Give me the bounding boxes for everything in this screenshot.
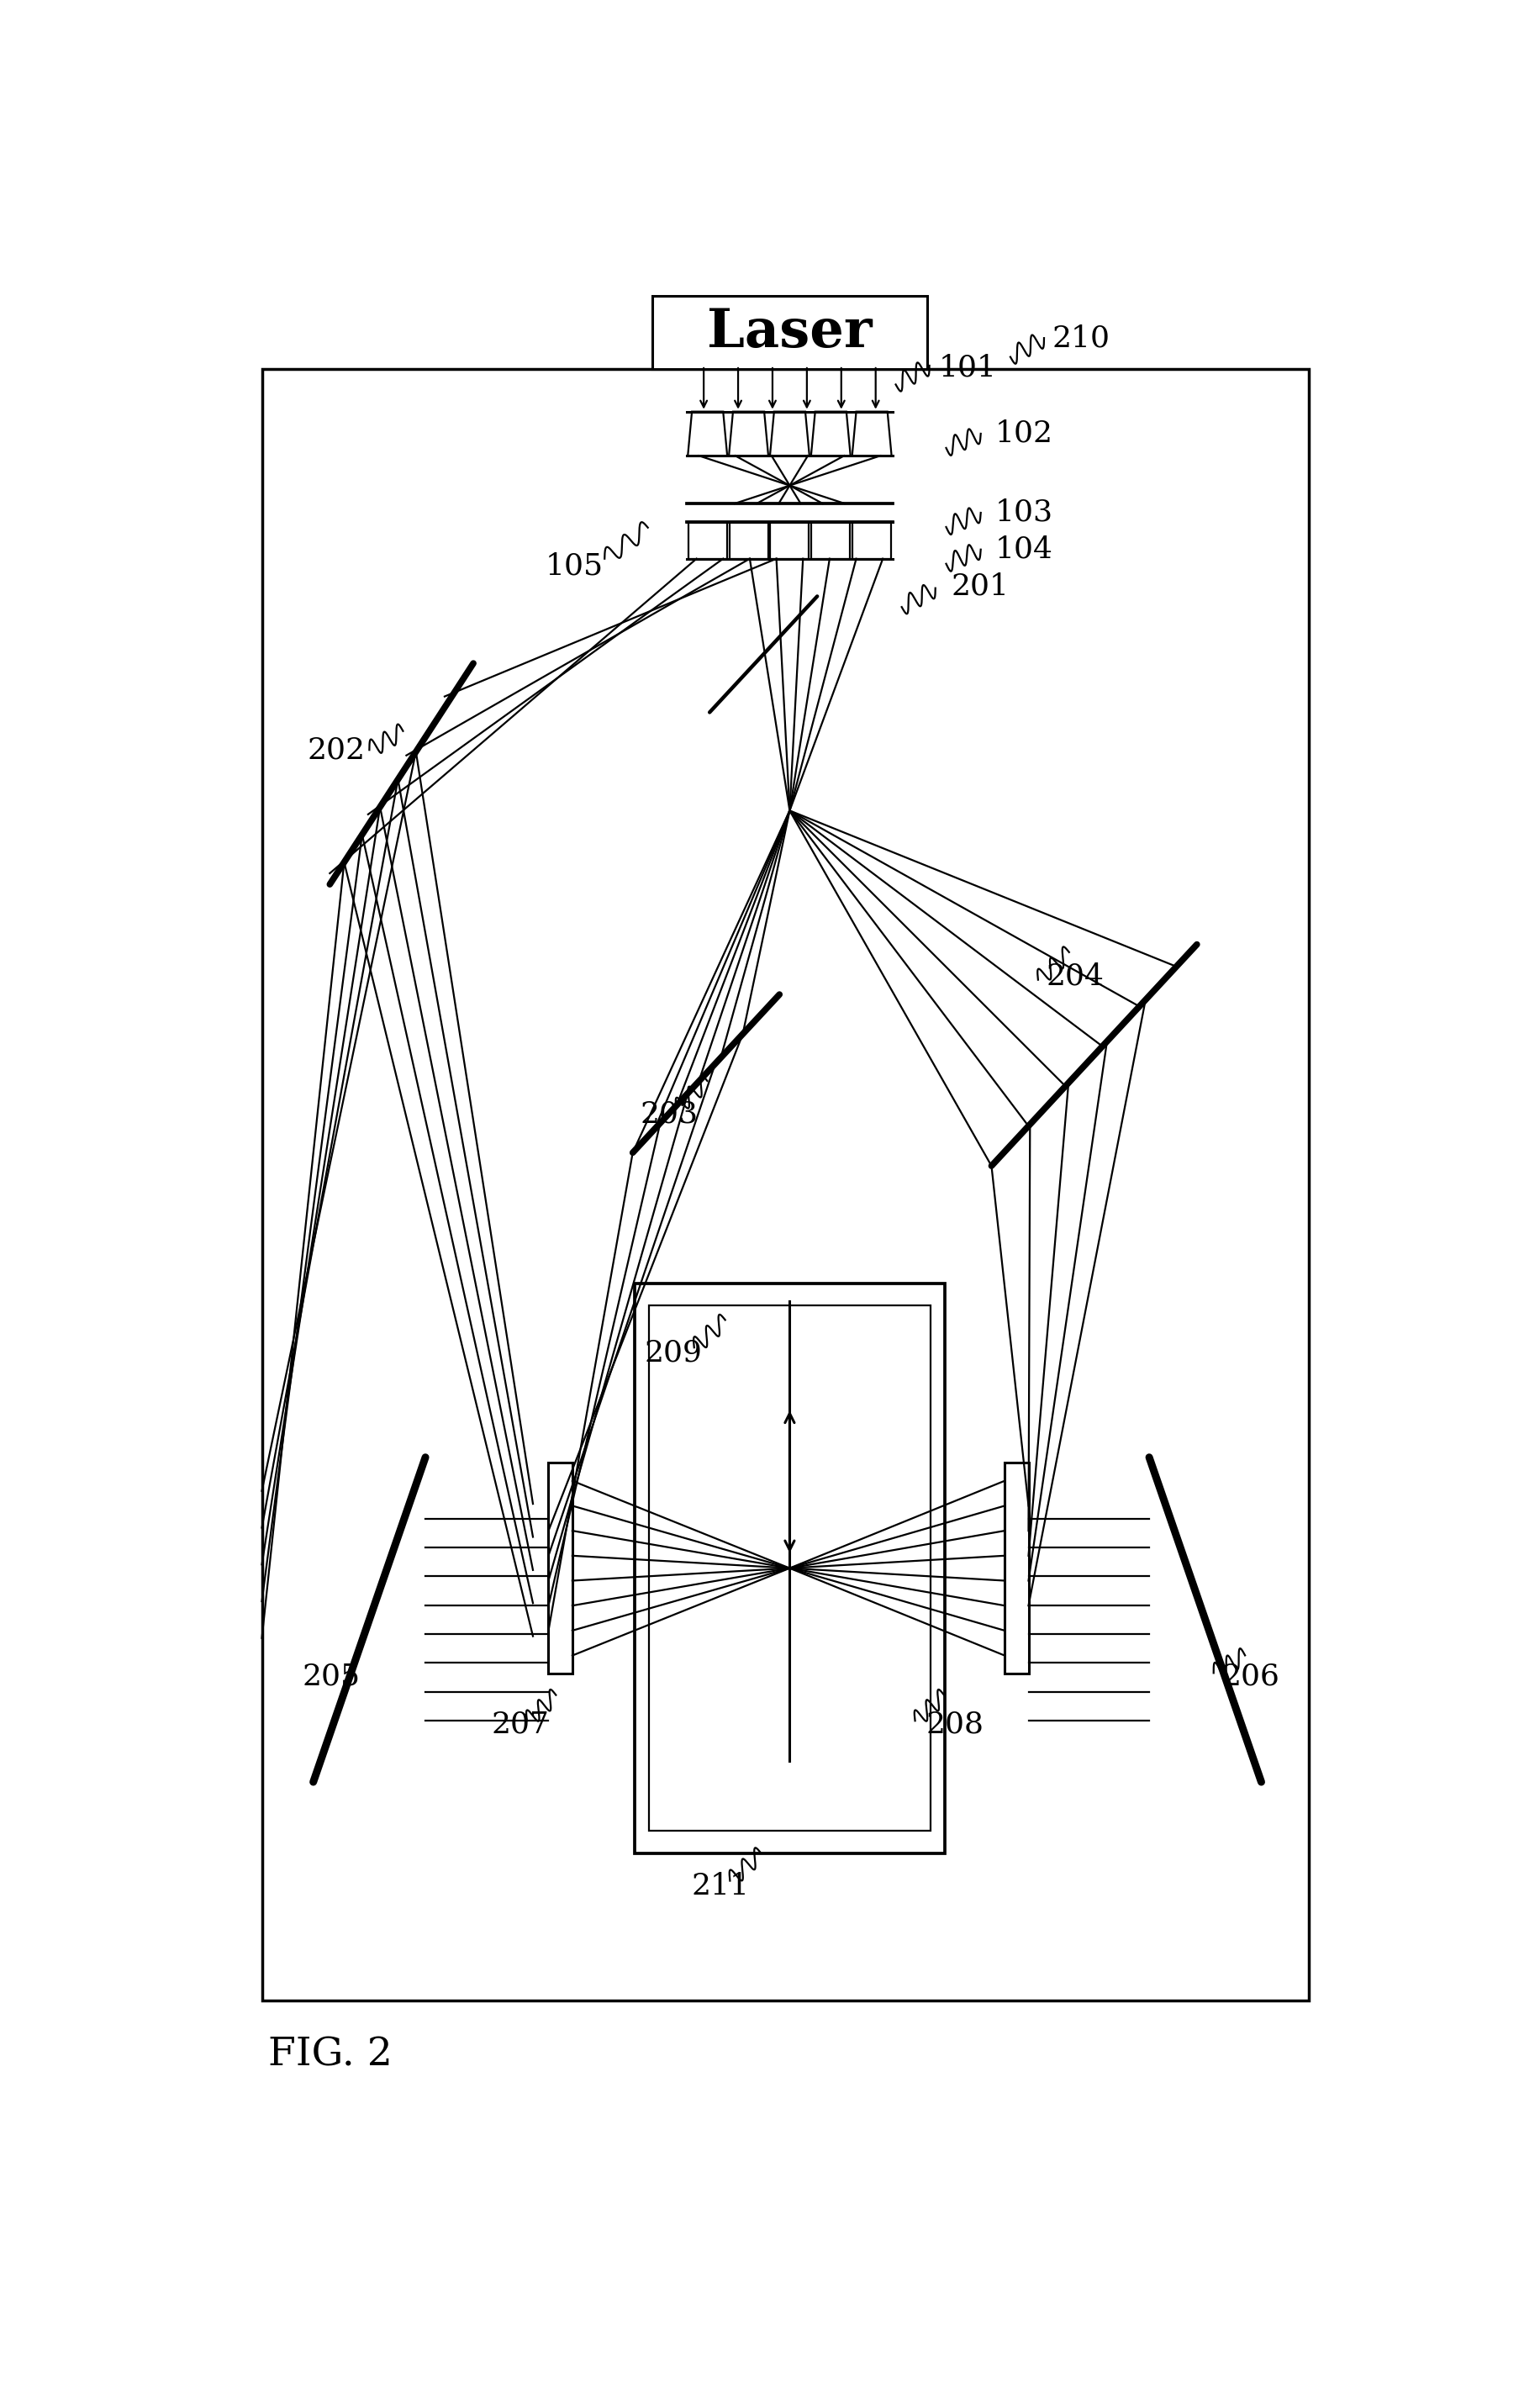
Bar (688, 523, 727, 559)
Polygon shape (770, 411, 809, 456)
Text: 202: 202 (306, 736, 365, 764)
Text: 211: 211 (691, 1872, 750, 1901)
Bar (262, 370, 1309, 2001)
Text: 210: 210 (1052, 325, 1110, 353)
Bar (648, 1306, 930, 1832)
Text: 203: 203 (641, 1101, 698, 1127)
Text: 102: 102 (995, 420, 1052, 449)
Bar (852, 523, 890, 559)
Text: 206: 206 (1221, 1662, 1280, 1691)
Text: FIG. 2: FIG. 2 (268, 2037, 391, 2075)
Text: 207: 207 (491, 1710, 548, 1738)
Bar (770, 523, 809, 559)
Text: 208: 208 (926, 1710, 983, 1738)
Bar (548, 1461, 571, 1674)
Text: 204: 204 (1046, 962, 1104, 991)
Bar (634, 1282, 944, 1853)
Text: 209: 209 (644, 1340, 702, 1368)
Text: 103: 103 (995, 499, 1053, 528)
Bar (687, 504, 892, 523)
Text: 104: 104 (995, 535, 1052, 564)
Polygon shape (852, 411, 892, 456)
Text: 105: 105 (545, 552, 602, 580)
Polygon shape (728, 411, 768, 456)
Text: 101: 101 (938, 353, 996, 382)
Text: 205: 205 (302, 1662, 360, 1691)
Text: 201: 201 (950, 573, 1009, 599)
Bar (812, 523, 850, 559)
Bar (651, 296, 927, 370)
Polygon shape (810, 411, 850, 456)
Bar (728, 523, 767, 559)
Polygon shape (687, 411, 727, 456)
Bar (1004, 1461, 1027, 1674)
Text: Laser: Laser (707, 308, 872, 358)
